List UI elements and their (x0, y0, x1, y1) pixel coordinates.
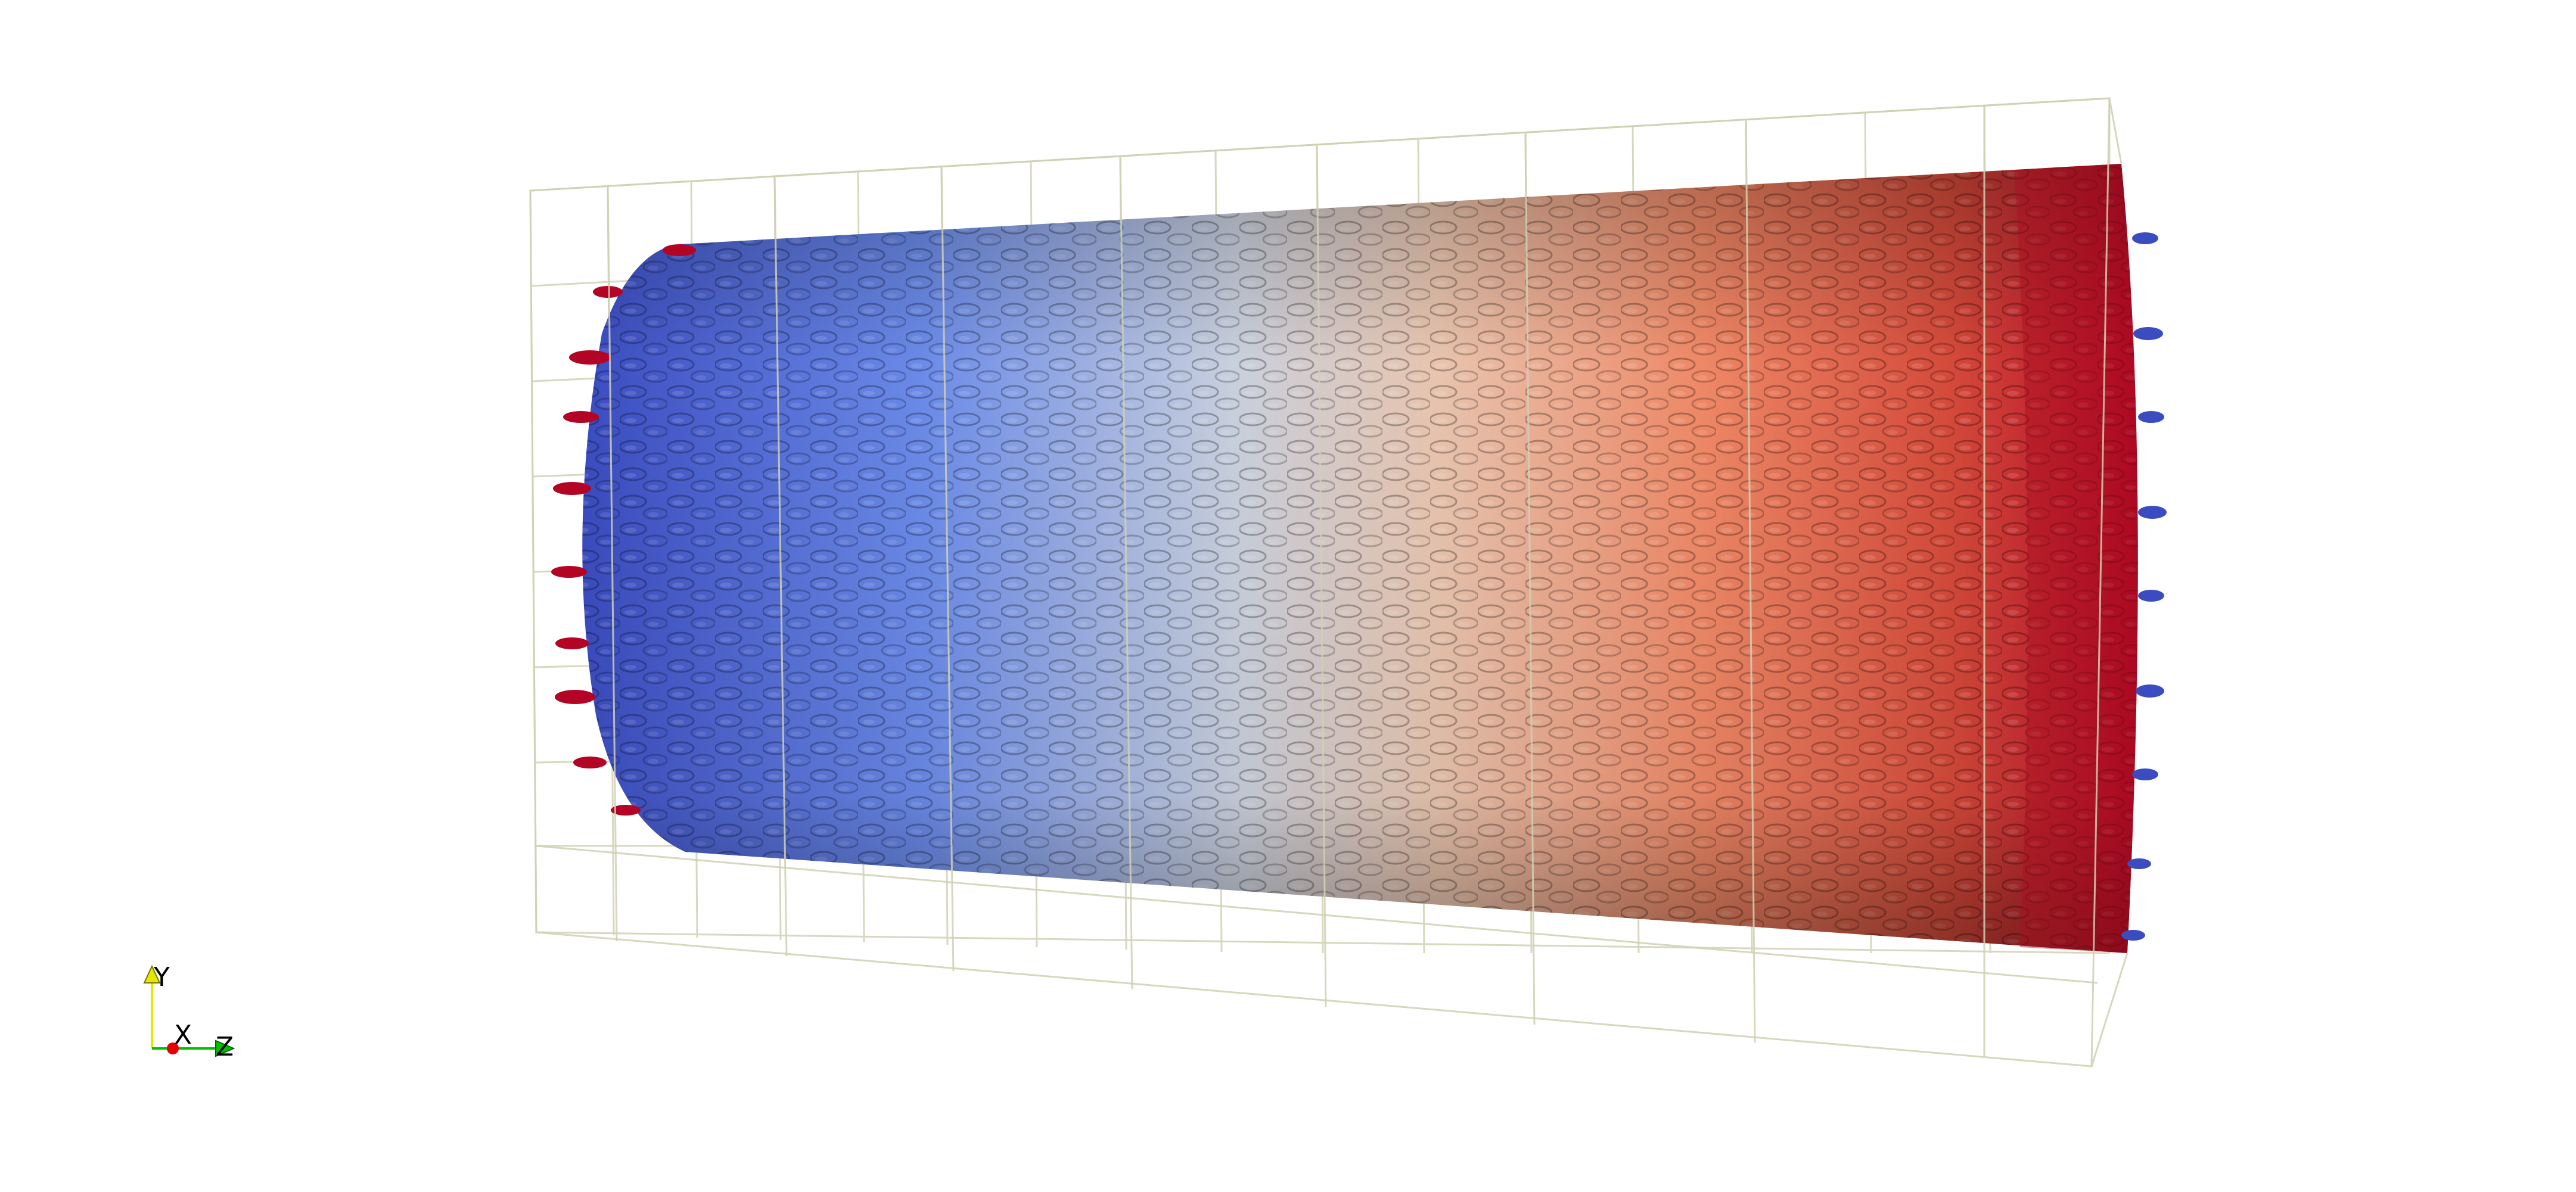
cylinder-surface (551, 164, 2167, 953)
y-axis-label: Y (153, 962, 170, 992)
z-axis-arrow-icon (215, 1040, 235, 1057)
orientation-axes: Y X Z (143, 962, 235, 1062)
x-axis-label: X (174, 1020, 192, 1050)
x-axis-dot-icon (167, 1042, 179, 1054)
y-axis-arrow-icon (143, 964, 161, 984)
z-axis-label: Z (216, 1032, 234, 1062)
front-outline-grid (529, 97, 2128, 1067)
